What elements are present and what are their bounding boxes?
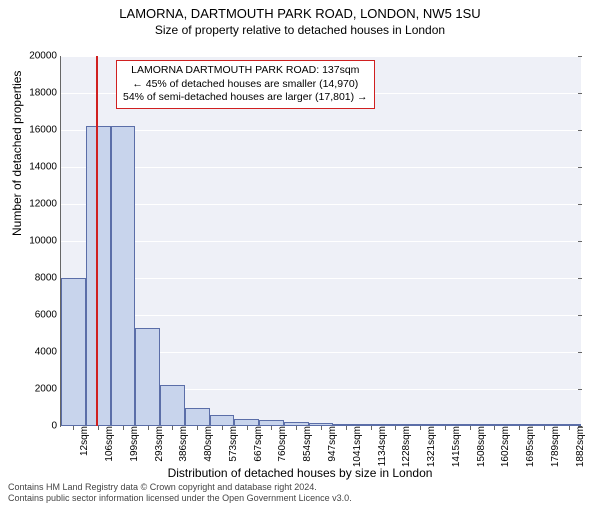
x-tick-label: 293sqm — [152, 426, 165, 462]
x-tick-label: 12sqm — [77, 426, 90, 456]
gridline — [61, 130, 581, 131]
x-tick-label: 1228sqm — [399, 426, 412, 467]
y-tick-label: 18000 — [29, 88, 61, 99]
x-tick-label: 106sqm — [102, 426, 115, 462]
x-tick-label: 1602sqm — [498, 426, 511, 467]
x-tick-label: 1415sqm — [449, 426, 462, 467]
annotation-box: LAMORNA DARTMOUTH PARK ROAD: 137sqm← 45%… — [116, 60, 375, 109]
gridline — [61, 278, 581, 279]
x-tick-label: 1041sqm — [350, 426, 363, 467]
y-tick-label: 0 — [51, 421, 61, 432]
footer-text: Contains HM Land Registry data © Crown c… — [8, 482, 352, 504]
x-tick-label: 1695sqm — [523, 426, 536, 467]
x-tick-label: 760sqm — [275, 426, 288, 462]
y-tick-label: 14000 — [29, 162, 61, 173]
footer-line1: Contains HM Land Registry data © Crown c… — [8, 482, 352, 493]
annotation-line3: 54% of semi-detached houses are larger (… — [123, 91, 368, 105]
x-tick-label: 1321sqm — [424, 426, 437, 467]
x-tick-label: 480sqm — [201, 426, 214, 462]
x-tick-label: 947sqm — [325, 426, 338, 462]
annotation-line1: LAMORNA DARTMOUTH PARK ROAD: 137sqm — [123, 64, 368, 78]
histogram-bar — [86, 126, 111, 426]
histogram-bar — [61, 278, 86, 426]
x-tick-label: 854sqm — [300, 426, 313, 462]
marker-line — [96, 56, 98, 426]
histogram-bar — [210, 415, 235, 426]
gridline — [61, 56, 581, 57]
y-tick-label: 10000 — [29, 236, 61, 247]
gridline — [61, 241, 581, 242]
x-tick-label: 573sqm — [226, 426, 239, 462]
y-axis-label: Number of detached properties — [10, 71, 24, 236]
x-tick-label: 199sqm — [127, 426, 140, 462]
x-tick-label: 386sqm — [176, 426, 189, 462]
histogram-bar — [234, 419, 259, 426]
plot-area: 0200040006000800010000120001400016000180… — [60, 56, 581, 427]
y-tick-label: 20000 — [29, 51, 61, 62]
y-tick-label: 16000 — [29, 125, 61, 136]
y-tick-label: 6000 — [35, 310, 61, 321]
y-tick-label: 8000 — [35, 273, 61, 284]
x-tick-label: 667sqm — [251, 426, 264, 462]
histogram-bar — [111, 126, 136, 426]
gridline — [61, 315, 581, 316]
x-tick-label: 1789sqm — [548, 426, 561, 467]
y-tick-label: 2000 — [35, 384, 61, 395]
histogram-bar — [135, 328, 160, 426]
gridline — [61, 167, 581, 168]
histogram-bar — [185, 408, 210, 427]
annotation-line2: ← 45% of detached houses are smaller (14… — [123, 78, 368, 92]
chart-subtitle: Size of property relative to detached ho… — [0, 23, 600, 37]
gridline — [61, 204, 581, 205]
y-tick-label: 12000 — [29, 199, 61, 210]
x-tick-label: 1882sqm — [573, 426, 586, 467]
x-tick-label: 1508sqm — [474, 426, 487, 467]
x-axis-label: Distribution of detached houses by size … — [0, 466, 600, 480]
y-tick-label: 4000 — [35, 347, 61, 358]
chart-title: LAMORNA, DARTMOUTH PARK ROAD, LONDON, NW… — [0, 6, 600, 21]
x-tick-label: 1134sqm — [375, 426, 388, 466]
histogram-bar — [160, 385, 185, 426]
footer-line2: Contains public sector information licen… — [8, 493, 352, 504]
